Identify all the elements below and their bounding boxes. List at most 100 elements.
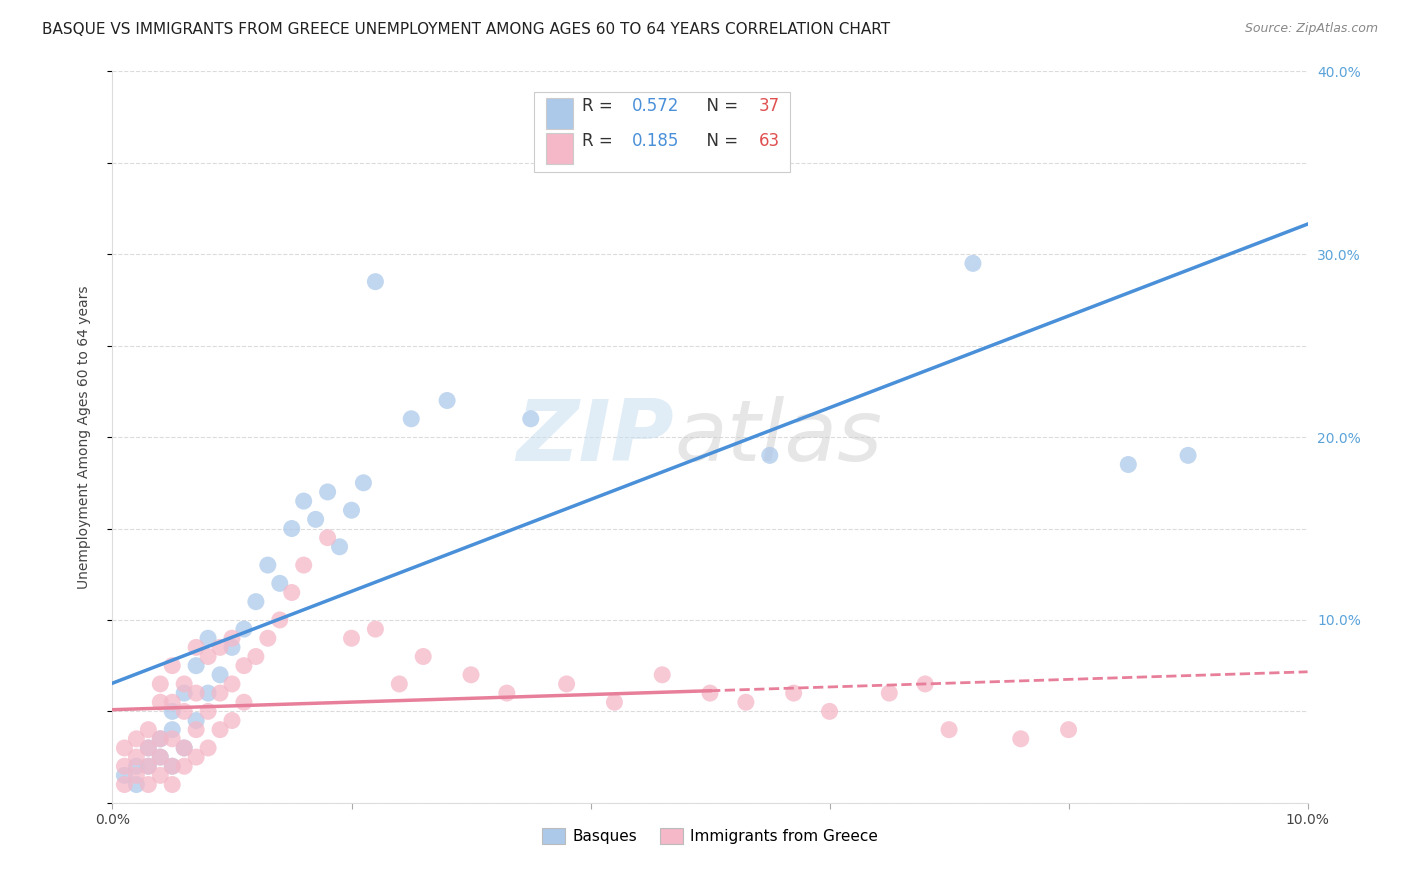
Point — [412, 649, 434, 664]
Point — [149, 750, 172, 764]
Point — [269, 576, 291, 591]
Point — [245, 594, 267, 608]
Point — [138, 740, 160, 755]
FancyBboxPatch shape — [547, 133, 572, 163]
Text: ZIP: ZIP — [516, 395, 675, 479]
Point — [125, 759, 148, 773]
Text: atlas: atlas — [675, 395, 882, 479]
Point — [149, 677, 172, 691]
Point — [162, 658, 183, 673]
Point — [162, 723, 183, 737]
Text: 0.572: 0.572 — [633, 97, 679, 115]
Point — [257, 558, 280, 573]
Point — [149, 695, 172, 709]
Point — [388, 677, 411, 691]
Point — [281, 521, 304, 535]
Point — [209, 686, 232, 700]
Point — [186, 714, 208, 728]
Point — [316, 531, 339, 545]
Point — [221, 640, 243, 655]
Point — [603, 695, 626, 709]
Point — [197, 649, 219, 664]
Point — [186, 640, 208, 655]
Point — [245, 649, 267, 664]
Point — [162, 778, 183, 792]
Point — [735, 695, 758, 709]
Text: 0.185: 0.185 — [633, 132, 679, 150]
Point — [114, 759, 135, 773]
Point — [197, 686, 219, 700]
Point — [233, 658, 256, 673]
Point — [818, 705, 841, 719]
Point — [520, 412, 543, 426]
Point — [186, 686, 208, 700]
Point — [1010, 731, 1032, 746]
Point — [138, 778, 160, 792]
Point — [1177, 448, 1199, 462]
Point — [173, 759, 195, 773]
Point — [125, 750, 148, 764]
Point — [329, 540, 352, 554]
Point — [173, 705, 195, 719]
Text: R =: R = — [582, 132, 619, 150]
Point — [114, 768, 135, 782]
Point — [186, 658, 208, 673]
Point — [221, 677, 243, 691]
Point — [938, 723, 960, 737]
Point — [149, 768, 172, 782]
Point — [197, 632, 219, 646]
Point — [138, 759, 160, 773]
Point — [879, 686, 901, 700]
Point — [162, 705, 183, 719]
Point — [197, 740, 219, 755]
Point — [138, 759, 160, 773]
Point — [173, 677, 195, 691]
Text: N =: N = — [696, 132, 742, 150]
Point — [316, 485, 339, 500]
Point — [496, 686, 519, 700]
Point — [233, 695, 256, 709]
Point — [197, 705, 219, 719]
Point — [759, 448, 782, 462]
Point — [138, 723, 160, 737]
Point — [257, 632, 280, 646]
Point — [401, 412, 423, 426]
Point — [340, 632, 363, 646]
Point — [173, 740, 195, 755]
Point — [1057, 723, 1080, 737]
Point — [699, 686, 721, 700]
Point — [162, 731, 183, 746]
Point — [209, 723, 232, 737]
Point — [125, 731, 148, 746]
Text: N =: N = — [696, 97, 742, 115]
Point — [783, 686, 806, 700]
Text: 63: 63 — [759, 132, 780, 150]
Point — [173, 686, 195, 700]
Point — [269, 613, 291, 627]
Point — [962, 256, 984, 270]
Point — [1118, 458, 1140, 472]
Point — [173, 740, 195, 755]
Point — [353, 475, 375, 490]
Point — [114, 778, 135, 792]
Point — [292, 558, 315, 573]
Point — [914, 677, 936, 691]
Point — [436, 393, 458, 408]
Text: BASQUE VS IMMIGRANTS FROM GREECE UNEMPLOYMENT AMONG AGES 60 TO 64 YEARS CORRELAT: BASQUE VS IMMIGRANTS FROM GREECE UNEMPLO… — [42, 22, 890, 37]
Point — [460, 667, 482, 681]
Point — [162, 759, 183, 773]
Point — [651, 667, 673, 681]
Point — [364, 622, 387, 636]
Point — [186, 750, 208, 764]
Point — [221, 632, 243, 646]
Point — [340, 503, 363, 517]
Point — [138, 740, 160, 755]
Text: R =: R = — [582, 97, 619, 115]
Point — [209, 667, 232, 681]
FancyBboxPatch shape — [547, 98, 572, 129]
Text: Source: ZipAtlas.com: Source: ZipAtlas.com — [1244, 22, 1378, 36]
Point — [125, 778, 148, 792]
Point — [209, 640, 232, 655]
Point — [305, 512, 328, 526]
Point — [125, 768, 148, 782]
